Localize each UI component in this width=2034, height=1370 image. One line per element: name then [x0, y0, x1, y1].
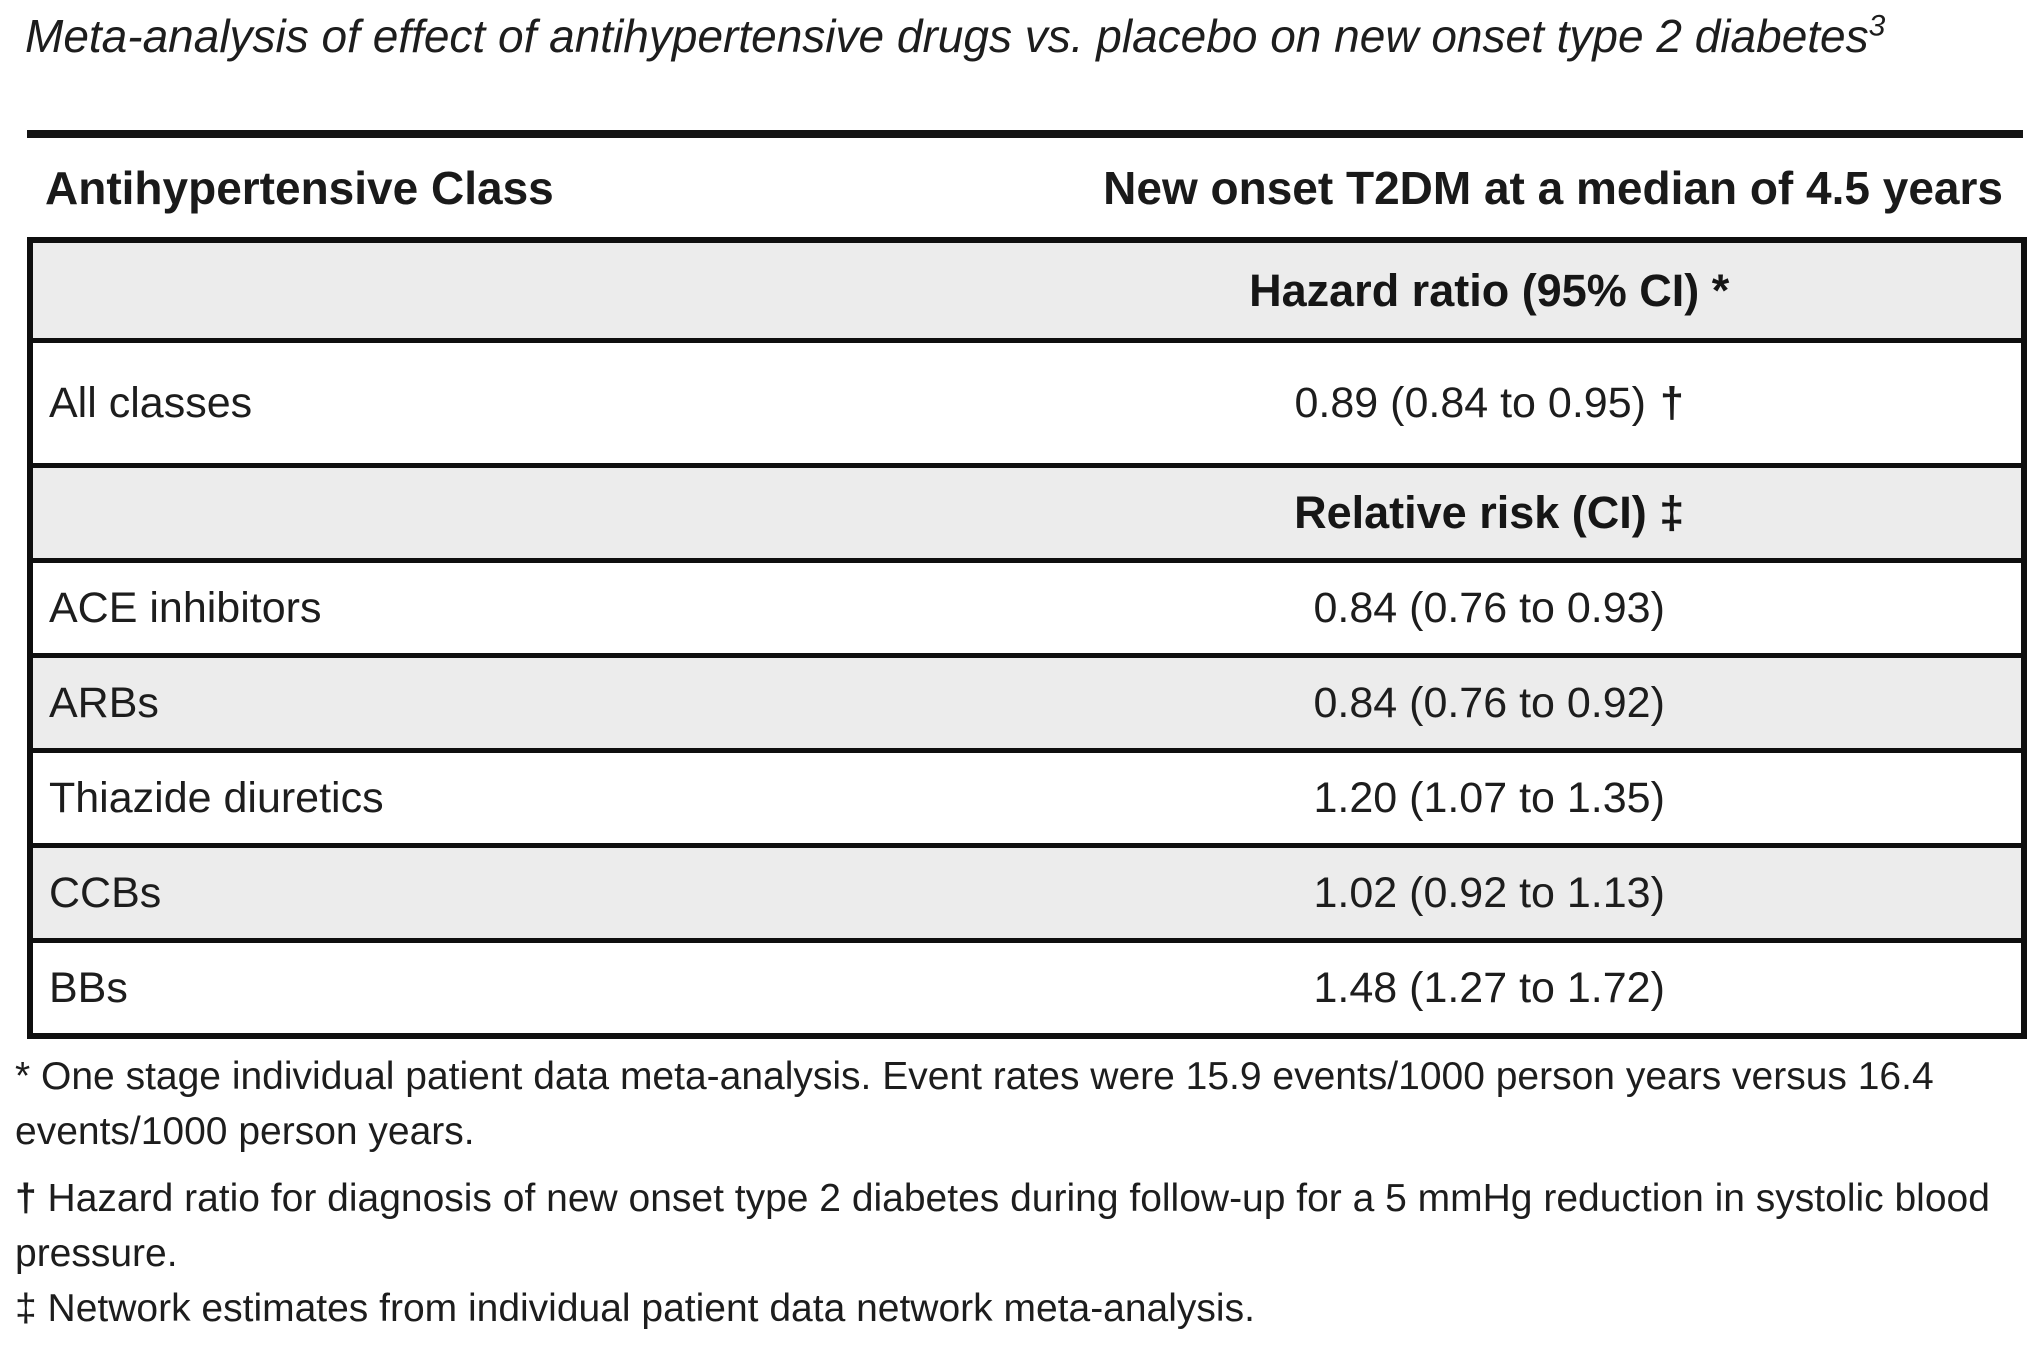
value-text: 0.89 (0.84 to 0.95): [1294, 378, 1646, 427]
row-value: 1.20 (1.07 to 1.35): [957, 774, 2021, 823]
row-value: 1.02 (0.92 to 1.13): [957, 869, 2021, 918]
table-row-relative-risk-subheader: Relative risk (CI) ‡: [33, 463, 2021, 558]
value-text: 1.20 (1.07 to 1.35): [1313, 773, 1665, 822]
row-label: ACE inhibitors: [49, 583, 322, 632]
row-label: Thiazide diuretics: [49, 773, 384, 822]
table-row-hazard-ratio-subheader: Hazard ratio (95% CI) *: [33, 243, 2021, 338]
row-value: 0.84 (0.76 to 0.93): [957, 584, 2021, 633]
row-label: BBs: [49, 963, 128, 1012]
table-header-row: Antihypertensive Class New onset T2DM at…: [27, 138, 2027, 237]
footnote-text: Network estimates from individual patien…: [47, 1287, 1255, 1330]
page-title: Meta-analysis of effect of antihypertens…: [25, 10, 2034, 62]
footnote-dagger: † Hazard ratio for diagnosis of new onse…: [15, 1171, 2010, 1281]
row-label: All classes: [49, 378, 253, 427]
row-value: Relative risk (CI) ‡: [957, 487, 2021, 539]
table-row-bbs: BBs 1.48 (1.27 to 1.72): [33, 938, 2021, 1033]
column-header-outcome: New onset T2DM at a median of 4.5 years: [1103, 161, 2003, 214]
table-row-ccbs: CCBs 1.02 (0.92 to 1.13): [33, 843, 2021, 938]
dagger-symbol: †: [15, 1177, 37, 1220]
dagger-symbol: †: [1659, 378, 1684, 427]
data-table: Hazard ratio (95% CI) * All classes 0.89…: [27, 237, 2027, 1039]
row-value: 0.84 (0.76 to 0.92): [957, 679, 2021, 728]
table-row-ace-inhibitors: ACE inhibitors 0.84 (0.76 to 0.93): [33, 558, 2021, 653]
row-label: CCBs: [49, 868, 162, 917]
table-row-all-classes: All classes 0.89 (0.84 to 0.95) †: [33, 338, 2021, 463]
value-text: 0.84 (0.76 to 0.93): [1313, 583, 1665, 632]
footnote-double-dagger: ‡ Network estimates from individual pati…: [15, 1281, 2010, 1336]
footnote-text: Hazard ratio for diagnosis of new onset …: [15, 1177, 1990, 1275]
horizontal-rule: [27, 130, 2023, 138]
column-header-class: Antihypertensive Class: [45, 161, 554, 214]
row-value: 0.89 (0.84 to 0.95) †: [957, 379, 2021, 428]
value-text: 1.48 (1.27 to 1.72): [1313, 963, 1665, 1012]
title-citation-superscript: 3: [1868, 9, 1886, 43]
table-row-arbs: ARBs 0.84 (0.76 to 0.92): [33, 653, 2021, 748]
double-dagger-symbol: ‡: [15, 1287, 37, 1330]
row-label: ARBs: [49, 678, 159, 727]
row-value: 1.48 (1.27 to 1.72): [957, 964, 2021, 1013]
page: Meta-analysis of effect of antihypertens…: [15, 10, 2034, 1336]
value-text: Hazard ratio (95% CI) *: [1249, 264, 1730, 316]
footnotes: * One stage individual patient data meta…: [15, 1049, 2010, 1336]
row-value: Hazard ratio (95% CI) *: [957, 265, 2021, 317]
table-row-thiazide-diuretics: Thiazide diuretics 1.20 (1.07 to 1.35): [33, 748, 2021, 843]
asterisk-symbol: *: [15, 1055, 31, 1098]
value-text: Relative risk (CI) ‡: [1294, 487, 1685, 538]
footnote-text: One stage individual patient data meta-a…: [15, 1055, 1934, 1153]
value-text: 1.02 (0.92 to 1.13): [1313, 868, 1665, 917]
value-text: 0.84 (0.76 to 0.92): [1313, 678, 1665, 727]
footnote-asterisk: * One stage individual patient data meta…: [15, 1049, 2010, 1159]
page-title-text: Meta-analysis of effect of antihypertens…: [25, 10, 1869, 62]
